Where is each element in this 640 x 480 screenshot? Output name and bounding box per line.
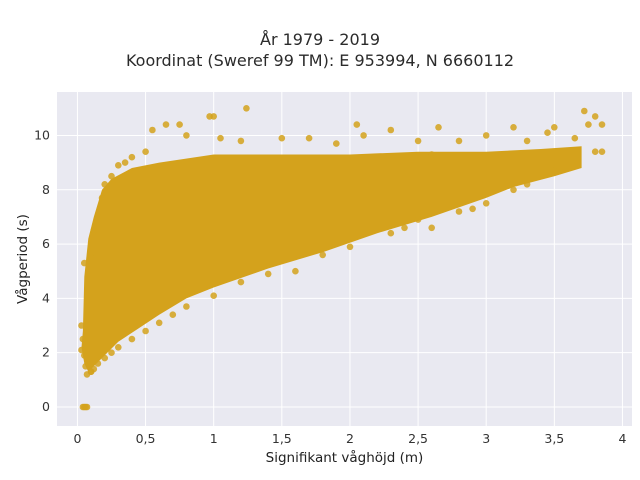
y-tick-label: 2: [42, 345, 50, 360]
data-point: [387, 126, 395, 134]
data-point: [78, 322, 85, 329]
data-point: [581, 107, 588, 115]
data-point: [128, 153, 136, 161]
data-point: [551, 124, 558, 131]
x-tick-label: 1: [210, 431, 218, 446]
data-point: [87, 308, 95, 316]
data-point: [155, 319, 163, 327]
data-point: [101, 354, 108, 362]
data-point: [469, 205, 476, 213]
data-point: [551, 167, 558, 174]
y-tick-label: 6: [42, 236, 50, 251]
data-point: [523, 181, 531, 188]
data-point: [94, 213, 102, 221]
data-point: [237, 137, 245, 145]
data-point: [81, 259, 88, 267]
data-point: [87, 368, 95, 376]
data-point: [82, 363, 89, 370]
data-point: [571, 134, 579, 142]
y-axis-label: Vågperiod (s): [14, 214, 31, 304]
data-point: [108, 349, 115, 357]
data-point: [78, 346, 85, 354]
data-point: [544, 129, 551, 136]
data-point: [360, 132, 367, 139]
data-point: [319, 251, 327, 259]
data-point: [169, 311, 177, 319]
data-point: [523, 137, 531, 145]
data-point: [428, 224, 436, 232]
data-point: [115, 344, 122, 351]
data-point: [482, 200, 490, 207]
data-point: [585, 121, 592, 128]
data-point: [292, 267, 299, 275]
data-point: [101, 181, 108, 188]
data-point: [210, 292, 217, 300]
data-point: [305, 134, 313, 142]
data-point: [435, 124, 442, 131]
x-tick-label: 0: [73, 431, 81, 446]
y-tick-label: 8: [42, 182, 50, 197]
y-tick-label: 0: [42, 399, 50, 414]
data-point: [598, 148, 606, 155]
data-point: [414, 137, 422, 145]
data-point: [217, 134, 224, 142]
point-cloud: [81, 146, 582, 372]
data-point: [83, 403, 91, 411]
tick-labels: 0 0,5 1 1,5 2 2,5 3 3,5 4 0 2 4 6 8 10: [34, 127, 626, 446]
data-point: [401, 224, 408, 232]
data-point: [142, 148, 149, 155]
data-point: [79, 335, 87, 343]
data-point: [128, 335, 136, 343]
data-point: [510, 186, 517, 194]
x-tick-label: 2: [346, 431, 354, 446]
data-point: [346, 243, 354, 251]
chart-subtitle: Koordinat (Sweref 99 TM): E 953994, N 66…: [125, 51, 515, 70]
data-point: [142, 327, 149, 335]
data-point: [183, 303, 190, 310]
data-point: [183, 132, 190, 139]
data-point: [94, 360, 102, 367]
data-point: [264, 270, 272, 278]
data-point: [176, 121, 183, 128]
x-tick-label: 2,5: [408, 431, 428, 446]
data-point: [98, 194, 106, 202]
y-tick-label: 10: [34, 127, 50, 142]
data-point: [510, 124, 517, 131]
data-point: [149, 126, 156, 134]
data-point: [353, 121, 361, 128]
data-point: [121, 159, 129, 166]
x-tick-label: 0,5: [136, 431, 156, 446]
data-point: [455, 137, 463, 145]
data-point: [115, 162, 122, 169]
x-tick-label: 3: [482, 431, 490, 446]
data-point: [387, 229, 395, 237]
data-point: [162, 121, 170, 128]
x-tick-label: 3,5: [544, 431, 564, 446]
data-point: [278, 134, 286, 142]
data-point: [455, 208, 463, 215]
data-point: [598, 121, 606, 128]
x-tick-label: 1,5: [272, 431, 292, 446]
data-point: [108, 172, 115, 180]
data-point: [428, 151, 436, 158]
data-layer: [78, 105, 606, 411]
data-point: [591, 113, 599, 120]
data-point: [87, 254, 95, 261]
data-point: [237, 278, 245, 286]
data-point: [591, 148, 599, 155]
data-point: [210, 113, 217, 120]
data-point: [482, 132, 490, 139]
chart-title: År 1979 - 2019: [260, 30, 380, 49]
data-point: [90, 227, 98, 234]
x-axis-label: Signifikant våghöjd (m): [266, 449, 424, 466]
data-point: [333, 140, 340, 147]
y-tick-label: 4: [42, 290, 50, 305]
data-point: [243, 105, 250, 112]
data-point: [414, 216, 422, 223]
data-point: [81, 352, 88, 359]
x-tick-label: 4: [618, 431, 626, 446]
